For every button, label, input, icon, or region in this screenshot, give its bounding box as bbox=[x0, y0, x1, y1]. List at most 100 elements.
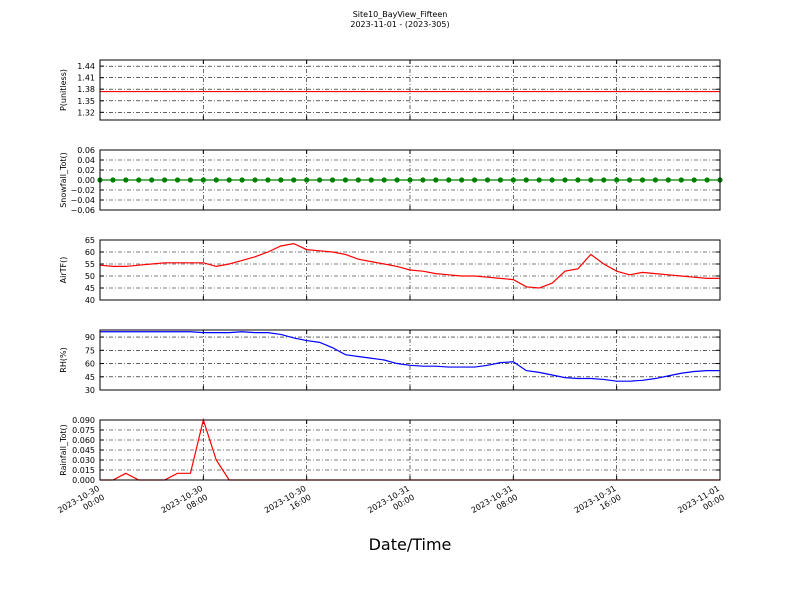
x-tick-label: 2023-10-3000:00 bbox=[56, 484, 106, 524]
x-tick-label: 2023-10-3100:00 bbox=[366, 484, 416, 524]
data-point bbox=[497, 177, 504, 183]
data-point bbox=[691, 177, 697, 183]
y-tick-label: 0.04 bbox=[77, 156, 95, 165]
y-tick-label: 0.045 bbox=[72, 446, 95, 455]
data-point bbox=[523, 177, 529, 183]
y-tick-label: 0.015 bbox=[72, 466, 95, 475]
y-tick-label: 0.075 bbox=[72, 426, 95, 435]
y-tick-label: 55 bbox=[85, 260, 95, 269]
plot-frame bbox=[99, 239, 721, 301]
y-axis-label: Rainfall_Tot() bbox=[59, 424, 68, 476]
x-tick-label: 2023-10-3016:00 bbox=[263, 484, 313, 524]
y-tick-label: 1.44 bbox=[77, 62, 95, 71]
y-tick-label: 1.35 bbox=[77, 97, 95, 106]
data-point bbox=[304, 177, 310, 183]
data-point bbox=[174, 177, 181, 183]
data-point bbox=[187, 177, 194, 183]
data-point bbox=[252, 177, 258, 183]
data-point bbox=[665, 177, 671, 183]
y-axis-label: Snowfall_Tot() bbox=[59, 152, 68, 208]
data-point bbox=[446, 177, 452, 183]
y-tick-label: 0.060 bbox=[72, 436, 95, 445]
data-point bbox=[601, 177, 607, 183]
y-tick-label: 60 bbox=[85, 248, 95, 257]
data-point bbox=[200, 177, 206, 183]
y-tick-label: 45 bbox=[85, 284, 95, 293]
y-tick-label: 30 bbox=[85, 386, 95, 395]
y-tick-label: 0.00 bbox=[77, 176, 95, 185]
y-tick-label: −0.04 bbox=[70, 196, 95, 205]
y-tick-label: 0.090 bbox=[72, 416, 95, 425]
data-point bbox=[471, 177, 478, 183]
data-point bbox=[123, 177, 129, 183]
x-tick-label: 2023-11-0100:00 bbox=[676, 484, 726, 524]
plot-frame bbox=[99, 59, 721, 121]
data-point bbox=[459, 177, 465, 183]
y-axis-label: AirTF() bbox=[59, 257, 68, 284]
data-point bbox=[484, 177, 491, 183]
y-tick-label: 75 bbox=[85, 346, 95, 355]
chart-title: Site10_BayView_Fifteen bbox=[353, 10, 448, 19]
y-tick-label: 0.030 bbox=[72, 456, 95, 465]
data-point bbox=[239, 177, 245, 183]
data-point bbox=[316, 177, 323, 183]
data-point bbox=[110, 177, 116, 183]
data-point bbox=[381, 177, 387, 183]
x-tick-label: 2023-10-3108:00 bbox=[470, 484, 520, 524]
y-axis-label: RH(%) bbox=[59, 347, 68, 372]
data-point bbox=[652, 177, 659, 183]
data-point bbox=[562, 177, 568, 183]
y-tick-label: 90 bbox=[85, 333, 95, 342]
plot-frame bbox=[99, 419, 721, 481]
data-point bbox=[368, 177, 374, 183]
y-tick-label: 1.32 bbox=[77, 108, 95, 117]
plot-frame bbox=[99, 329, 721, 391]
y-tick-label: 0.000 bbox=[72, 476, 95, 485]
data-point bbox=[278, 177, 284, 183]
data-line bbox=[99, 242, 720, 289]
data-point bbox=[265, 177, 271, 183]
data-point bbox=[355, 177, 361, 183]
data-point bbox=[161, 177, 168, 183]
data-point bbox=[536, 177, 542, 183]
data-point bbox=[433, 177, 439, 183]
y-tick-label: 60 bbox=[85, 360, 95, 369]
y-tick-label: 0.06 bbox=[77, 146, 95, 155]
x-tick-label: 2023-10-3008:00 bbox=[160, 484, 210, 524]
y-tick-label: 1.38 bbox=[77, 85, 95, 94]
x-axis-label: Date/Time bbox=[369, 535, 452, 554]
data-point bbox=[342, 177, 349, 183]
y-axis-label: P(unitless) bbox=[59, 69, 68, 111]
y-tick-label: 50 bbox=[85, 272, 95, 281]
x-tick-label: 2023-10-3116:00 bbox=[573, 484, 623, 524]
data-point bbox=[588, 177, 594, 183]
data-point bbox=[575, 177, 581, 183]
y-tick-label: 0.02 bbox=[77, 166, 95, 175]
chart-subtitle: 2023-11-01 - (2023-305) bbox=[350, 20, 449, 29]
data-point bbox=[549, 177, 555, 183]
data-point bbox=[291, 177, 297, 183]
data-point bbox=[420, 177, 426, 183]
data-point bbox=[136, 177, 142, 183]
y-tick-label: 1.41 bbox=[77, 74, 95, 83]
data-point bbox=[614, 177, 620, 183]
data-point bbox=[626, 177, 633, 183]
data-point bbox=[407, 177, 413, 183]
y-tick-label: 40 bbox=[85, 296, 95, 305]
y-tick-label: −0.02 bbox=[70, 186, 95, 195]
data-point bbox=[510, 177, 516, 183]
y-tick-label: 65 bbox=[85, 236, 95, 245]
data-point bbox=[704, 177, 710, 183]
y-tick-label: 45 bbox=[85, 373, 95, 382]
data-point bbox=[678, 177, 684, 183]
y-tick-label: −0.06 bbox=[70, 206, 95, 215]
plot-frame bbox=[99, 149, 721, 211]
data-line bbox=[100, 331, 720, 382]
data-point bbox=[639, 177, 646, 183]
data-point bbox=[329, 177, 336, 183]
data-point bbox=[149, 177, 155, 183]
data-point bbox=[213, 177, 219, 183]
data-point bbox=[394, 177, 400, 183]
data-point bbox=[226, 177, 232, 183]
